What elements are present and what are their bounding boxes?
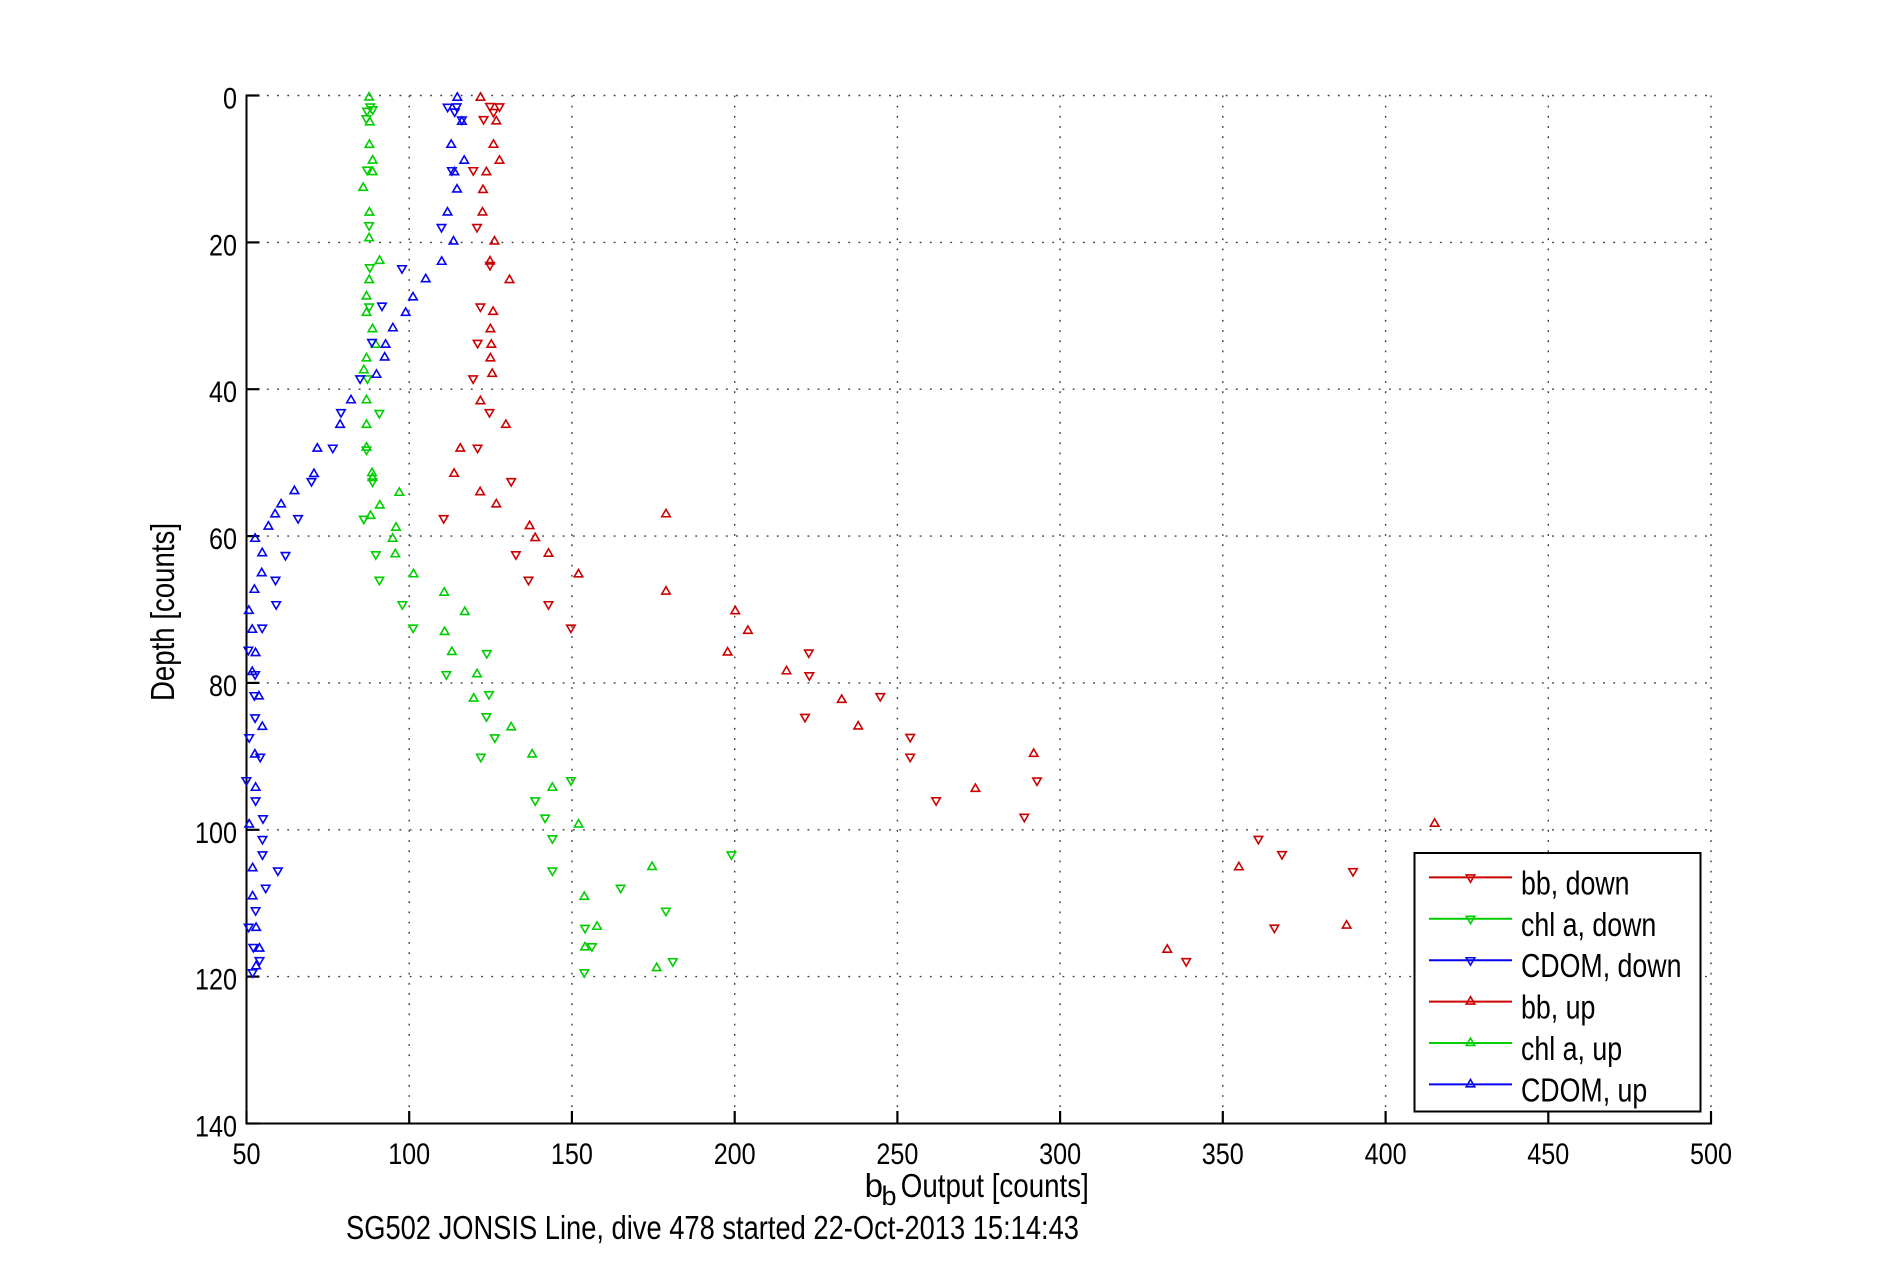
svg-text:400: 400 — [1365, 1138, 1407, 1171]
svg-text:Output [counts]: Output [counts] — [901, 1167, 1089, 1204]
svg-text:bb, down: bb, down — [1521, 864, 1630, 901]
svg-text:350: 350 — [1202, 1138, 1244, 1171]
svg-text:200: 200 — [714, 1138, 756, 1171]
svg-text:20: 20 — [209, 229, 237, 262]
svg-text:SG502 JONSIS Line, dive 478 st: SG502 JONSIS Line, dive 478 started 22-O… — [346, 1209, 1079, 1246]
svg-text:80: 80 — [209, 670, 237, 703]
svg-text:50: 50 — [233, 1138, 261, 1171]
svg-text:100: 100 — [195, 817, 237, 850]
svg-text:CDOM, down: CDOM, down — [1521, 947, 1682, 984]
svg-text:Depth [counts]: Depth [counts] — [144, 523, 181, 701]
svg-text:b: b — [865, 1167, 883, 1204]
svg-text:250: 250 — [876, 1138, 918, 1171]
svg-text:140: 140 — [195, 1111, 237, 1144]
svg-text:chl a, up: chl a, up — [1521, 1030, 1622, 1067]
svg-text:b: b — [882, 1181, 897, 1211]
svg-text:bb, up: bb, up — [1521, 989, 1595, 1026]
svg-text:CDOM, up: CDOM, up — [1521, 1071, 1647, 1108]
svg-text:300: 300 — [1039, 1138, 1081, 1171]
svg-text:chl a, down: chl a, down — [1521, 906, 1656, 943]
svg-text:500: 500 — [1690, 1138, 1732, 1171]
svg-text:60: 60 — [209, 523, 237, 556]
svg-text:120: 120 — [195, 964, 237, 997]
svg-text:40: 40 — [209, 376, 237, 409]
svg-text:450: 450 — [1527, 1138, 1569, 1171]
svg-text:150: 150 — [551, 1138, 593, 1171]
svg-text:0: 0 — [223, 83, 237, 116]
svg-text:100: 100 — [388, 1138, 430, 1171]
